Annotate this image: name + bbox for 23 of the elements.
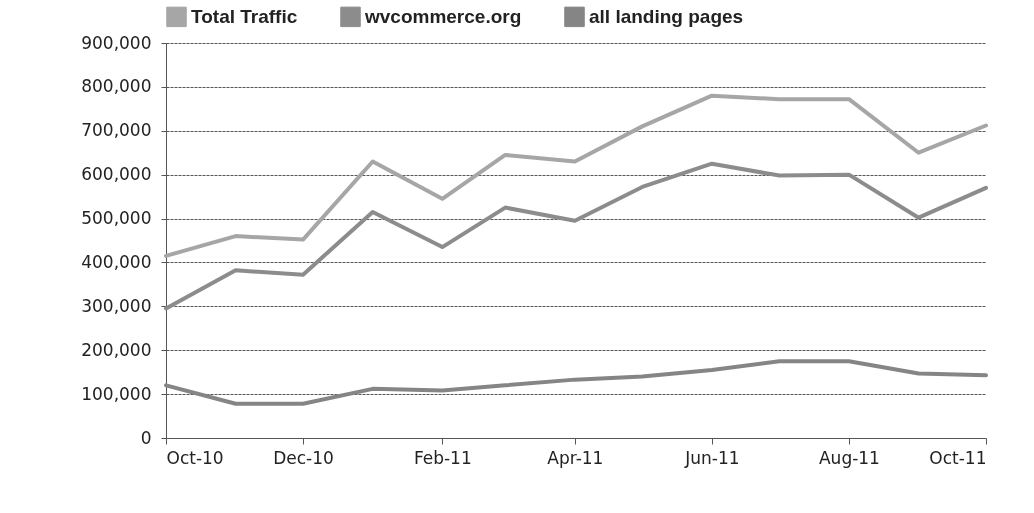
y-tick-label: 900,000 [81,32,152,53]
legend-label: all landing pages [589,5,744,27]
x-tick-label: Apr-11 [547,447,604,468]
x-tick-label: Oct-11 [929,447,987,468]
x-tick-label: Dec-10 [273,447,334,468]
y-tick-label: 400,000 [81,251,152,272]
legend-label: Total Traffic [191,5,298,27]
y-tick-label: 100,000 [81,383,152,404]
y-tick-label: 800,000 [81,76,152,97]
x-tick-label: Feb-11 [413,447,472,468]
line-series [164,93,988,258]
y-tick-label: 0 [140,427,152,448]
y-tick-label: 500,000 [81,208,152,229]
y-tick-label: 600,000 [81,164,152,185]
legend-label: wvcommerce.org [364,5,522,27]
y-tick-label: 200,000 [81,339,152,360]
x-tick-label: Jun-11 [684,447,740,468]
line-series [164,359,988,406]
y-tick-label: 300,000 [81,295,152,316]
line-series [164,161,988,311]
x-tick-label: Oct-10 [166,447,224,468]
y-tick-label: 700,000 [81,120,152,141]
x-tick-label: Aug-11 [818,447,880,468]
